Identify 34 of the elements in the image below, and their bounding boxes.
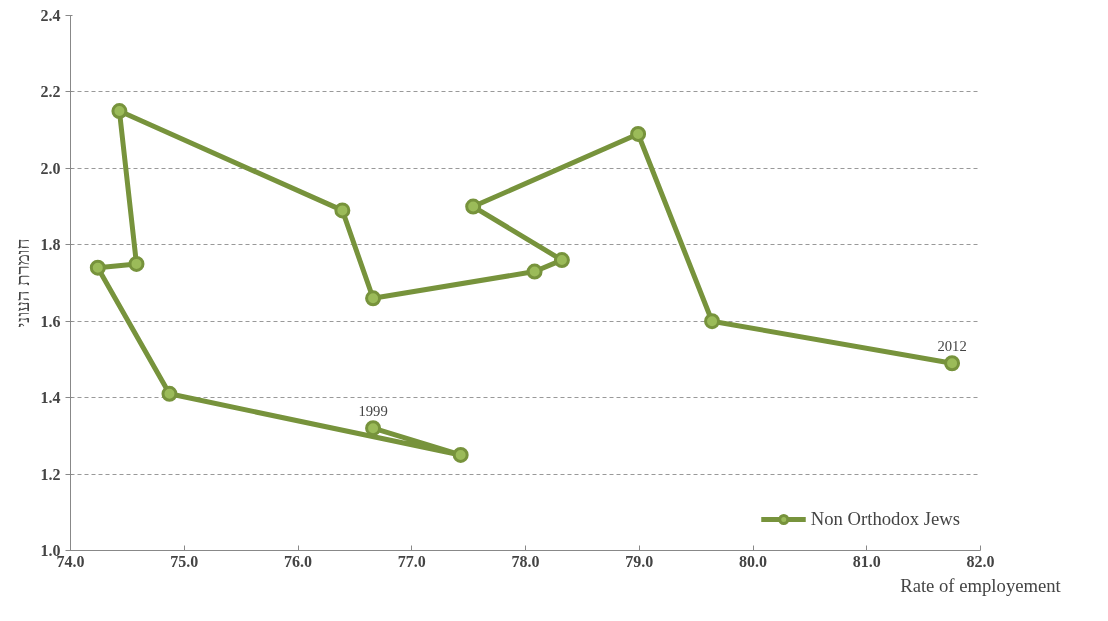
point <box>111 103 128 120</box>
point <box>128 255 145 272</box>
point <box>944 355 961 372</box>
y-tick-label: 1.2 <box>40 465 61 483</box>
y-tick-label: 2.0 <box>40 159 61 177</box>
point <box>704 313 721 330</box>
x-tick-label: 79.0 <box>625 552 654 570</box>
point <box>452 446 469 463</box>
y-tick-label: 2.2 <box>40 83 61 101</box>
x-tick-label: 78.0 <box>511 552 540 570</box>
point <box>365 420 382 437</box>
point <box>365 290 382 307</box>
x-tick-label: 81.0 <box>852 552 881 570</box>
point <box>630 125 647 142</box>
point <box>465 198 482 215</box>
y-tick-label: 2.4 <box>40 7 61 24</box>
x-tick-label: 75.0 <box>170 552 199 570</box>
y-tick-label: 1.6 <box>40 312 61 330</box>
x-tick-label: 80.0 <box>739 552 767 570</box>
x-tick-label: 82.0 <box>966 552 995 570</box>
point <box>89 259 106 276</box>
legend-label: Non Orthodox Jews <box>810 508 960 530</box>
annotation: 2012 <box>937 338 967 355</box>
y-axis-title: חומרת העוני <box>11 238 33 328</box>
point <box>334 202 351 219</box>
y-tick-label: 1.8 <box>40 236 61 254</box>
x-tick-label: 77.0 <box>397 552 426 570</box>
x-axis-title: Rate of employement <box>900 574 1062 596</box>
annotation: 1999 <box>358 403 388 420</box>
point <box>526 263 543 280</box>
y-tick-label: 1.4 <box>40 389 61 407</box>
point <box>161 385 178 402</box>
point <box>553 252 570 269</box>
x-tick-label: 76.0 <box>284 552 312 570</box>
